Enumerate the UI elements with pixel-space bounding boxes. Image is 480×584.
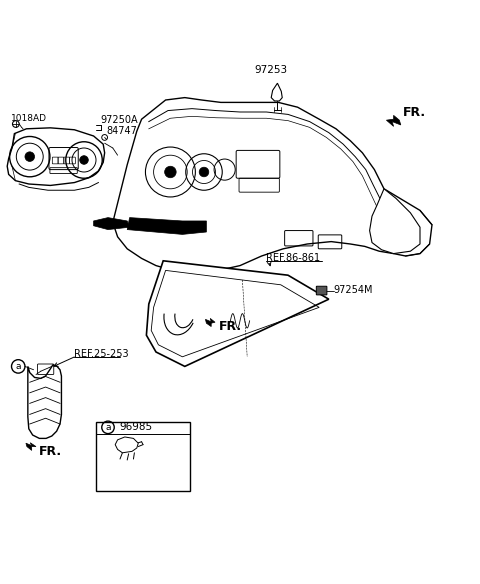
- Circle shape: [199, 167, 209, 177]
- Text: 96985: 96985: [119, 422, 152, 432]
- Polygon shape: [205, 318, 215, 326]
- Polygon shape: [115, 437, 138, 453]
- Polygon shape: [28, 365, 61, 439]
- Polygon shape: [94, 218, 130, 230]
- Circle shape: [80, 156, 88, 164]
- Text: FR.: FR.: [38, 445, 61, 458]
- Text: a: a: [15, 362, 21, 371]
- Text: 97253: 97253: [254, 65, 288, 75]
- Text: 1018AD: 1018AD: [11, 114, 47, 123]
- Polygon shape: [386, 116, 401, 126]
- Polygon shape: [146, 261, 329, 366]
- Text: FR.: FR.: [403, 106, 426, 119]
- Polygon shape: [127, 218, 206, 234]
- Circle shape: [25, 152, 35, 161]
- Text: 97254M: 97254M: [334, 284, 373, 294]
- FancyBboxPatch shape: [316, 286, 327, 295]
- Text: 84747: 84747: [107, 126, 137, 135]
- Polygon shape: [113, 98, 432, 273]
- Text: REF.86-861: REF.86-861: [266, 253, 321, 263]
- Polygon shape: [26, 443, 36, 450]
- Polygon shape: [370, 189, 420, 253]
- Circle shape: [165, 166, 176, 178]
- Polygon shape: [271, 83, 282, 101]
- Text: 97250A: 97250A: [101, 115, 138, 125]
- Text: FR.: FR.: [218, 320, 241, 333]
- Text: a: a: [105, 423, 111, 432]
- Polygon shape: [7, 128, 105, 186]
- Text: REF.25-253: REF.25-253: [74, 349, 129, 359]
